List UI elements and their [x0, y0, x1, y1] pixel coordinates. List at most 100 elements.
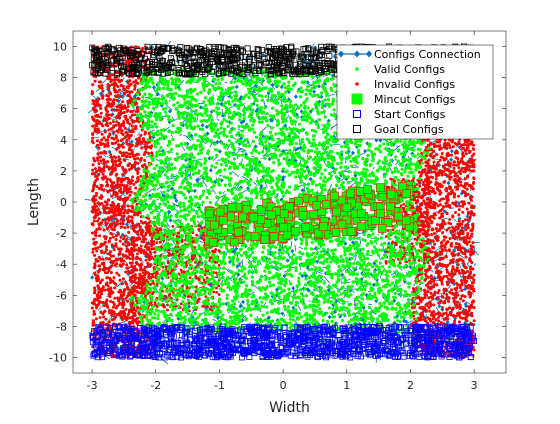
- invalid-config-point: [464, 266, 467, 269]
- invalid-config-point: [93, 159, 96, 162]
- invalid-config-point: [461, 226, 464, 229]
- invalid-config-point: [425, 154, 428, 157]
- invalid-config-point: [130, 205, 133, 208]
- invalid-config-point: [127, 205, 130, 208]
- invalid-config-point: [120, 260, 123, 263]
- connection-edge: [377, 234, 379, 235]
- invalid-config-point: [455, 156, 458, 159]
- connection-edge: [237, 148, 242, 153]
- invalid-config-point: [455, 205, 458, 208]
- invalid-config-point: [99, 316, 102, 319]
- connection-edge: [157, 187, 160, 190]
- invalid-config-point: [137, 312, 140, 315]
- connection-node: [447, 181, 451, 185]
- connection-edge: [291, 241, 292, 247]
- invalid-config-point: [153, 251, 156, 254]
- invalid-config-point: [441, 152, 444, 155]
- invalid-config-point: [462, 262, 465, 265]
- invalid-config-point: [472, 241, 475, 244]
- invalid-config-point: [111, 160, 114, 163]
- connection-node: [351, 151, 355, 155]
- invalid-config-point: [115, 262, 118, 265]
- invalid-config-point: [431, 261, 434, 264]
- invalid-config-point: [105, 180, 108, 183]
- connection-edge: [206, 189, 207, 190]
- invalid-config-point: [101, 151, 104, 154]
- invalid-config-point: [445, 255, 448, 258]
- invalid-config-point: [116, 186, 119, 189]
- invalid-config-point: [95, 103, 98, 106]
- invalid-config-point: [103, 310, 106, 313]
- connection-edge: [360, 238, 361, 244]
- invalid-config-point: [111, 318, 114, 321]
- connection-edge: [170, 56, 171, 57]
- connection-edge: [474, 264, 476, 266]
- invalid-config-point: [446, 281, 449, 284]
- invalid-config-point: [123, 226, 126, 229]
- invalid-config-point: [416, 302, 419, 305]
- invalid-config-point: [472, 159, 475, 162]
- invalid-config-point: [113, 297, 116, 300]
- invalid-config-point: [108, 309, 111, 312]
- invalid-config-point: [100, 184, 103, 187]
- connection-edge: [313, 81, 314, 83]
- connection-edge: [213, 189, 216, 194]
- connection-edge: [138, 132, 140, 136]
- invalid-config-point: [432, 303, 435, 306]
- invalid-config-point: [115, 238, 118, 241]
- invalid-config-point: [448, 249, 451, 252]
- invalid-config-point: [136, 317, 139, 320]
- connection-edge: [197, 117, 198, 122]
- connection-edge: [312, 265, 315, 266]
- invalid-config-point: [103, 165, 106, 168]
- connection-node: [449, 157, 453, 161]
- invalid-config-point: [114, 167, 117, 170]
- invalid-config-point: [424, 168, 427, 171]
- invalid-config-point: [445, 297, 448, 300]
- invalid-config-point: [118, 117, 121, 120]
- invalid-config-point: [455, 282, 458, 285]
- connection-edge: [329, 184, 331, 190]
- invalid-config-point: [111, 142, 114, 145]
- invalid-config-point: [98, 217, 101, 220]
- invalid-config-point: [440, 280, 443, 283]
- connection-edge: [98, 307, 101, 310]
- invalid-config-point: [466, 175, 469, 178]
- invalid-config-point: [461, 281, 464, 284]
- invalid-config-point: [468, 240, 471, 243]
- invalid-config-point: [140, 147, 143, 150]
- connection-node: [317, 84, 321, 88]
- invalid-config-point: [461, 211, 464, 214]
- connection-node: [241, 300, 245, 304]
- invalid-config-point: [121, 282, 124, 285]
- invalid-config-point: [470, 199, 473, 202]
- invalid-config-point: [130, 215, 133, 218]
- connection-node: [328, 315, 332, 319]
- invalid-config-point: [442, 181, 445, 184]
- invalid-config-point: [106, 83, 109, 86]
- invalid-config-point: [93, 254, 96, 257]
- connection-node: [294, 95, 298, 99]
- invalid-config-point: [470, 232, 473, 235]
- connection-edge: [232, 171, 238, 177]
- invalid-config-point: [119, 289, 122, 292]
- invalid-config-point: [460, 289, 463, 292]
- invalid-config-point: [429, 142, 432, 145]
- invalid-config-point: [95, 211, 98, 214]
- invalid-config-point: [118, 128, 121, 131]
- invalid-config-point: [470, 312, 473, 315]
- connection-edge: [368, 304, 372, 305]
- invalid-config-point: [459, 298, 462, 301]
- invalid-config-point: [143, 159, 146, 162]
- invalid-config-point: [466, 243, 469, 246]
- invalid-config-point: [126, 155, 129, 158]
- connection-edge: [430, 270, 434, 272]
- invalid-config-point: [122, 277, 125, 280]
- invalid-config-point: [111, 108, 114, 111]
- invalid-config-point: [119, 253, 122, 256]
- connection-edge: [373, 313, 377, 314]
- invalid-config-point: [115, 245, 118, 248]
- invalid-config-point: [433, 283, 436, 286]
- connection-edge: [157, 199, 159, 200]
- invalid-config-point: [138, 97, 141, 100]
